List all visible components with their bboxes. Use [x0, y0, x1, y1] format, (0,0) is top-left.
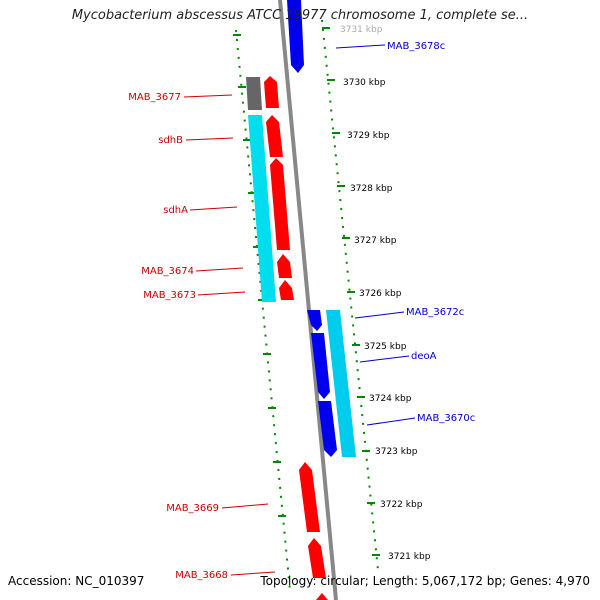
- gene-mab3674[interactable]: [277, 254, 292, 278]
- gene-label[interactable]: MAB_3670c: [417, 413, 475, 424]
- gene-label[interactable]: MAB_3678c: [387, 41, 445, 52]
- genome-stats: Topology: circular; Length: 5,067,172 bp…: [260, 574, 590, 588]
- tick-label: 3727 kbp: [354, 236, 397, 246]
- operon-deoA[interactable]: [326, 310, 356, 457]
- accession-label: Accession: NC_010397: [8, 574, 145, 588]
- gene-mab3669[interactable]: [299, 462, 320, 532]
- tick-label: 3722 kbp: [380, 500, 423, 510]
- backbone: [278, 0, 338, 600]
- gene-deoA[interactable]: [311, 333, 330, 399]
- gene-label[interactable]: deoA: [411, 351, 437, 362]
- tick-label: 3729 kbp: [347, 131, 390, 141]
- gene-label[interactable]: MAB_3669: [166, 503, 219, 514]
- gene-mab3668[interactable]: [308, 538, 326, 578]
- gene-label[interactable]: sdhB: [158, 135, 183, 146]
- gene-mab3677[interactable]: [264, 76, 279, 108]
- gene-label[interactable]: MAB_3672c: [406, 307, 464, 318]
- feature-gray[interactable]: [246, 77, 262, 110]
- tick-label: 3730 kbp: [343, 78, 386, 88]
- gene-sdhB[interactable]: [266, 115, 283, 157]
- operon-sdh[interactable]: [248, 115, 276, 302]
- gene-sdhA[interactable]: [270, 158, 290, 250]
- tick-label: 3728 kbp: [350, 184, 393, 194]
- gene-mab3673[interactable]: [279, 280, 294, 300]
- gene-label[interactable]: MAB_3673: [143, 290, 196, 301]
- tick-label: 3726 kbp: [359, 289, 402, 299]
- gene-partial: [316, 593, 328, 600]
- gene-mab3670c[interactable]: [318, 401, 337, 457]
- map-title: Mycobacterium abscessus ATCC 19977 chrom…: [71, 8, 529, 23]
- gene-mab3672c[interactable]: [307, 310, 322, 331]
- tick-label: 3731 kbp: [340, 25, 383, 35]
- gene-label[interactable]: MAB_3677: [128, 92, 181, 103]
- tick-label: 3725 kbp: [364, 342, 407, 352]
- gene-label[interactable]: sdhA: [163, 205, 188, 216]
- gene-mab3678c[interactable]: [287, 0, 304, 73]
- inner-tick-track: [235, 29, 291, 591]
- gene-label[interactable]: MAB_3674: [141, 266, 194, 277]
- outer-ticks: [322, 27, 380, 556]
- gene-label[interactable]: MAB_3668: [175, 570, 228, 581]
- tick-label: 3723 kbp: [375, 447, 418, 457]
- tick-label: 3724 kbp: [369, 394, 412, 404]
- outer-tick-track: [321, 19, 379, 571]
- tick-label: 3721 kbp: [388, 552, 431, 562]
